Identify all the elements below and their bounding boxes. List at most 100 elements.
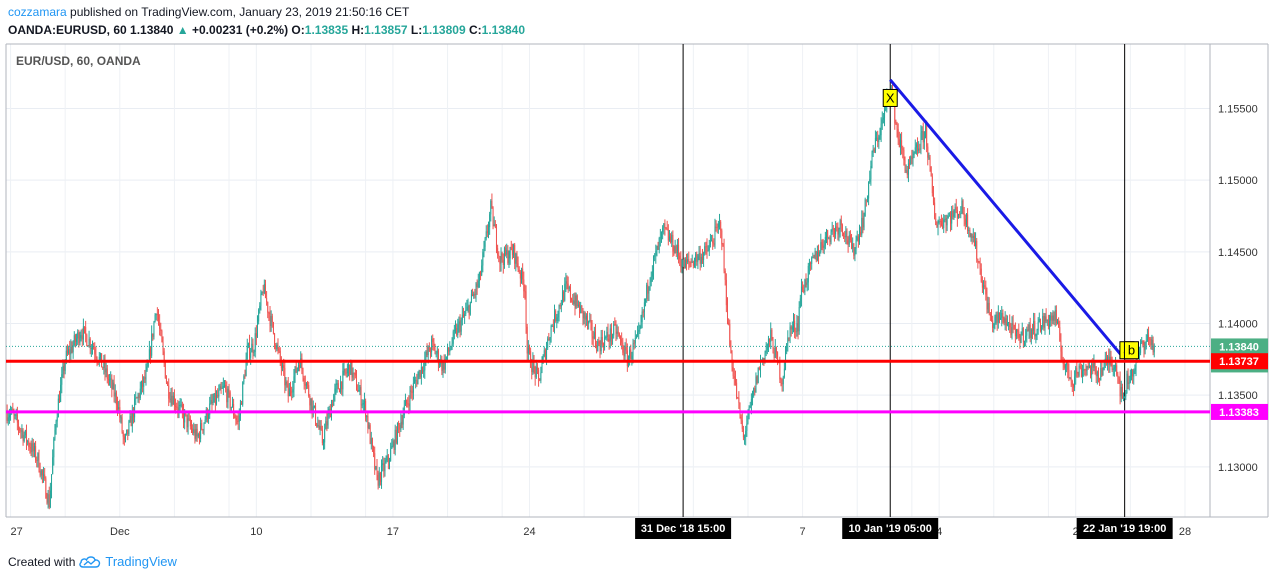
candle-body	[60, 384, 62, 402]
candle-body	[878, 136, 880, 142]
candle-body	[103, 361, 105, 368]
candle-body	[283, 365, 285, 368]
candle-body	[307, 383, 309, 386]
candle-body	[1053, 315, 1055, 321]
candle-body	[1078, 365, 1080, 376]
candle-body	[121, 417, 123, 433]
candle-body	[810, 262, 812, 264]
candle-body	[1120, 386, 1122, 397]
candle-body	[156, 314, 158, 316]
candle-body	[741, 420, 743, 429]
candle-body	[510, 247, 512, 251]
candle-body	[1129, 375, 1131, 383]
candle-body	[1082, 370, 1084, 377]
candle-body	[485, 231, 487, 239]
candle-body	[159, 322, 161, 329]
candle-body	[250, 352, 252, 358]
candle-body	[1101, 368, 1103, 376]
candle-body	[90, 347, 92, 349]
candle-body	[365, 400, 367, 418]
candle-body	[390, 449, 392, 461]
candle-body	[1034, 321, 1036, 337]
candle-body	[905, 170, 907, 172]
candle-body	[44, 474, 46, 479]
candle-body	[547, 338, 549, 348]
candle-body	[835, 226, 837, 235]
candle-body	[615, 324, 617, 334]
candle-body	[152, 333, 154, 337]
candle-body	[667, 229, 669, 241]
author-link[interactable]: cozzamara	[8, 5, 67, 19]
candle-body	[805, 279, 807, 285]
candle-body	[647, 284, 649, 294]
candle-body	[448, 347, 450, 352]
publish-info: cozzamara published on TradingView.com, …	[8, 5, 409, 19]
candle-body	[907, 163, 909, 175]
candle-body	[943, 219, 945, 229]
candle-body	[830, 231, 832, 242]
candle-body	[707, 250, 709, 252]
candle-body	[589, 320, 591, 322]
candle-body	[679, 255, 681, 260]
open-value: 1.13835	[304, 23, 349, 37]
candle-body	[969, 229, 971, 237]
candle-body	[206, 409, 208, 419]
candle-body	[952, 210, 954, 217]
candle-body	[360, 387, 362, 406]
candle-body	[216, 394, 218, 404]
candle-body	[1026, 329, 1028, 336]
candle-body	[13, 412, 15, 415]
candle-body	[175, 405, 177, 407]
candle-body	[6, 412, 8, 421]
candle-body	[973, 235, 975, 247]
candle-body	[632, 343, 634, 356]
candle-body	[800, 286, 802, 299]
candle-body	[323, 442, 325, 444]
candle-body	[342, 370, 344, 390]
candle-body	[122, 432, 124, 437]
candle-body	[72, 345, 74, 353]
candle-body	[171, 395, 173, 405]
candle-body	[228, 388, 230, 393]
candle-body	[132, 409, 134, 418]
candle-body	[220, 386, 222, 389]
candle-body	[1022, 328, 1024, 343]
candle-body	[497, 248, 499, 256]
candle-body	[872, 149, 874, 153]
candle-body	[855, 240, 857, 250]
candle-body	[420, 366, 422, 378]
candle-body	[25, 430, 27, 443]
marker-box	[882, 88, 898, 107]
candle-body	[167, 382, 169, 386]
candle-body	[757, 367, 759, 384]
candle-body	[139, 388, 141, 399]
candle-body	[112, 382, 114, 390]
candle-body	[94, 349, 96, 355]
candle-body	[135, 397, 137, 399]
candle-body	[442, 362, 444, 371]
candle-body	[847, 240, 849, 245]
candle-body	[664, 223, 666, 228]
candle-body	[516, 253, 518, 264]
candle-body	[754, 388, 756, 392]
candle-body	[868, 181, 870, 199]
candle-body	[938, 220, 940, 223]
candle-body	[530, 351, 532, 368]
candle-body	[863, 215, 865, 228]
candle-body	[862, 217, 864, 228]
candle-body	[870, 166, 872, 180]
candle-body	[155, 314, 157, 316]
candle-body	[194, 429, 196, 439]
tradingview-brand[interactable]: TradingView	[105, 554, 177, 569]
y-tick-label: 1.13500	[1218, 390, 1258, 402]
candle-body	[581, 305, 583, 309]
candle-body	[7, 417, 9, 421]
candle-body	[416, 380, 418, 385]
candle-body	[788, 337, 790, 339]
marker-box	[1123, 341, 1139, 360]
candle-body	[1097, 371, 1099, 379]
candle-body	[1050, 315, 1052, 321]
candle-body	[740, 416, 742, 421]
candle-body	[985, 286, 987, 295]
